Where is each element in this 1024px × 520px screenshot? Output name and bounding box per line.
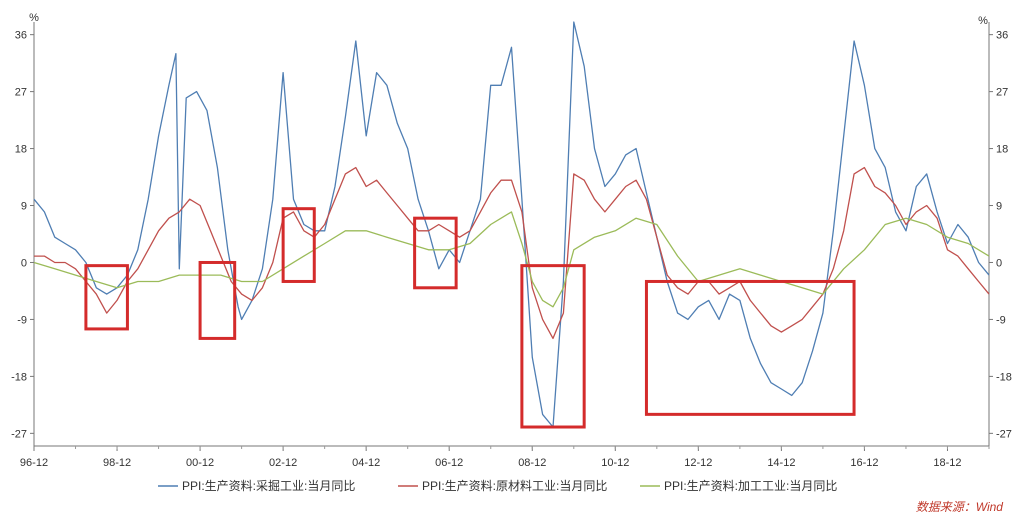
x-tick-label: 02-12: [269, 457, 297, 469]
source-label: 数据来源：Wind: [916, 500, 1004, 514]
x-tick-label: 04-12: [352, 457, 380, 469]
y-tick-label-right: -9: [996, 314, 1006, 326]
y-tick-label-left: -18: [11, 371, 27, 383]
highlight-layer: [84, 207, 856, 429]
y-unit-right: %: [978, 15, 988, 27]
y-tick-label-right: 27: [996, 87, 1008, 99]
series-layer: [33, 21, 990, 428]
y-unit-left: %: [29, 12, 39, 24]
y-tick-label-right: 18: [996, 144, 1008, 156]
x-tick-label: 96-12: [20, 457, 48, 469]
x-tick-label: 10-12: [601, 457, 629, 469]
highlight-box-3: [281, 207, 316, 283]
legend-label-3: PPI:生产资料:加工工业:当月同比: [664, 479, 837, 493]
x-tick-label: 12-12: [684, 457, 712, 469]
y-tick-label-right: -27: [996, 428, 1012, 440]
x-tick-label: 14-12: [767, 457, 795, 469]
x-tick-label: 08-12: [518, 457, 546, 469]
y-tick-label-right: 0: [996, 257, 1002, 269]
y-tick-label-left: 18: [15, 144, 27, 156]
highlight-box-5: [520, 264, 586, 429]
series-line-2: [34, 166, 990, 340]
x-tick-label: 16-12: [850, 457, 878, 469]
x-tick-label: 06-12: [435, 457, 463, 469]
highlight-box-4: [413, 216, 458, 290]
y-tick-label-left: -9: [17, 314, 27, 326]
y-tick-label-left: -27: [11, 428, 27, 440]
x-tick-label: 98-12: [103, 457, 131, 469]
legend-label-1: PPI:生产资料:采掘工业:当月同比: [182, 478, 355, 493]
highlight-box-1: [84, 264, 129, 331]
y-tick-label-left: 9: [21, 201, 27, 213]
legend-label-2: PPI:生产资料:原材料工业:当月同比: [422, 479, 607, 493]
highlight-box-2: [198, 260, 237, 340]
y-tick-label-right: 36: [996, 30, 1008, 42]
y-tick-label-left: 36: [15, 30, 27, 42]
x-tick-label: 00-12: [186, 457, 214, 469]
highlight-box-6: [644, 279, 856, 416]
y-tick-label-right: 9: [996, 201, 1002, 213]
x-tick-label: 18-12: [933, 457, 961, 469]
y-tick-label-left: 27: [15, 87, 27, 99]
series-line-1: [33, 21, 990, 428]
y-tick-label-left: 0: [21, 257, 27, 269]
y-tick-label-right: -18: [996, 371, 1012, 383]
series-line-3: [33, 211, 990, 308]
legend: PPI:生产资料:采掘工业:当月同比 PPI:生产资料:原材料工业:当月同比 PPI…: [158, 478, 837, 493]
